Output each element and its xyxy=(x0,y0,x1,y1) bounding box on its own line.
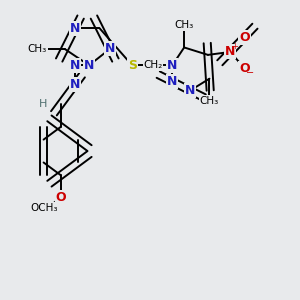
Text: N: N xyxy=(225,45,236,58)
Text: OCH₃: OCH₃ xyxy=(31,203,58,213)
Text: N: N xyxy=(167,59,178,72)
Text: N: N xyxy=(70,78,80,91)
Text: O: O xyxy=(239,31,250,44)
Text: N: N xyxy=(167,75,178,88)
Text: +: + xyxy=(231,42,238,51)
Text: CH₂: CH₂ xyxy=(143,60,163,70)
Text: CH₃: CH₃ xyxy=(27,44,47,54)
Text: O: O xyxy=(239,62,250,75)
Text: O: O xyxy=(56,191,66,204)
Text: H: H xyxy=(39,99,47,109)
Text: S: S xyxy=(128,59,137,72)
Text: CH₃: CH₃ xyxy=(200,96,219,106)
Text: N: N xyxy=(185,84,195,97)
Text: N: N xyxy=(84,59,94,72)
Text: CH₃: CH₃ xyxy=(175,20,194,30)
Text: N: N xyxy=(105,42,115,56)
Text: N: N xyxy=(70,22,80,34)
Text: −: − xyxy=(246,68,254,78)
Text: N: N xyxy=(70,59,80,72)
